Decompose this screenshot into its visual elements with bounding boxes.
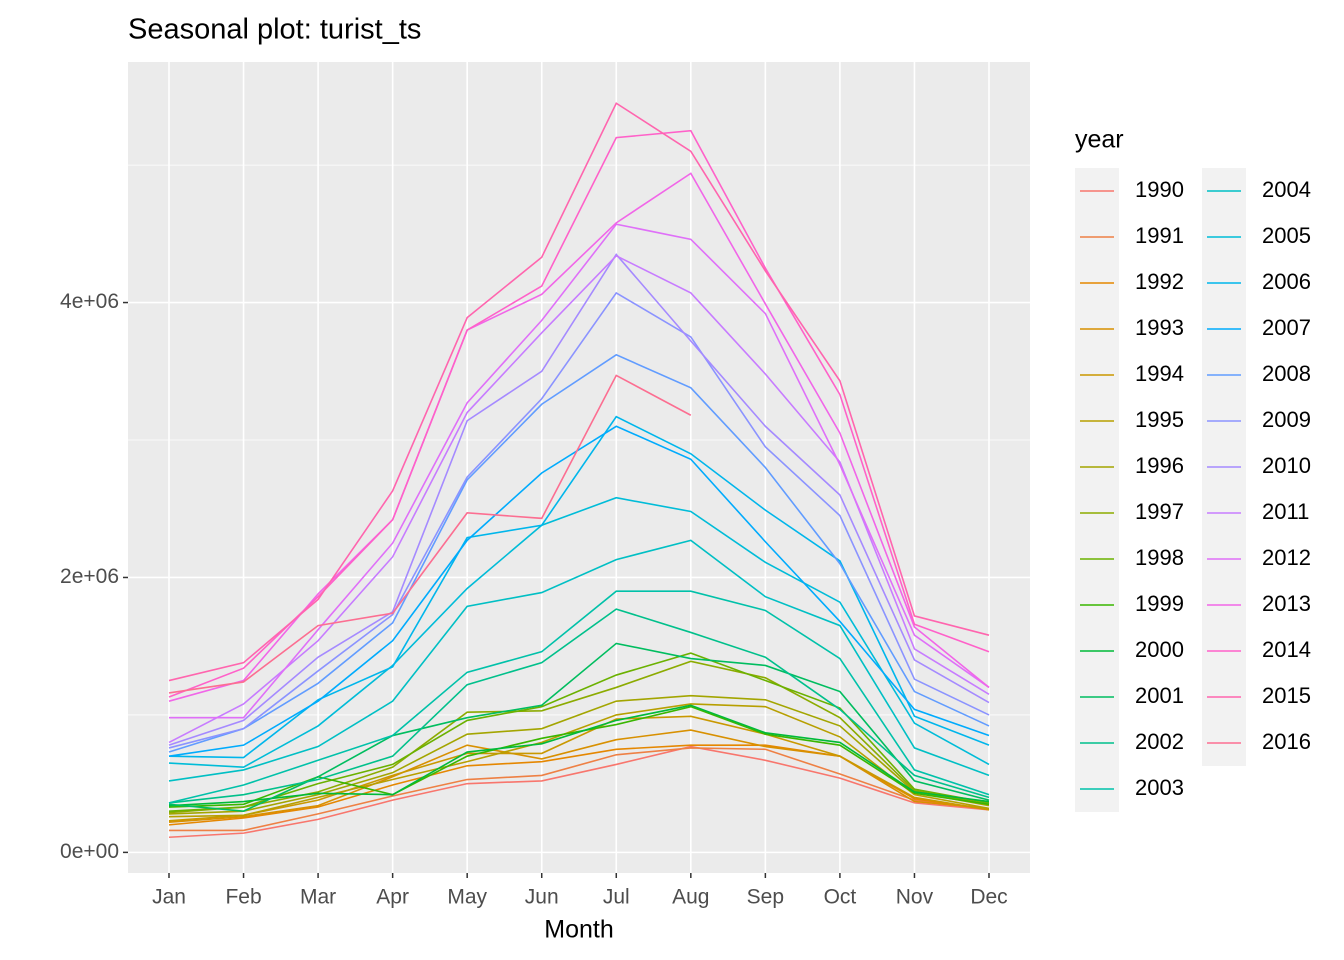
legend-label: 1994	[1135, 361, 1184, 386]
series-line	[168, 703, 990, 818]
x-tick-label: Jun	[525, 886, 559, 909]
legend-label: 2005	[1262, 223, 1311, 248]
series-line	[168, 715, 990, 822]
legend-label: 1993	[1135, 315, 1184, 340]
series-line	[169, 747, 990, 832]
series-line	[168, 652, 990, 812]
x-tick-label: May	[447, 886, 487, 909]
legend-label: 1995	[1135, 407, 1184, 432]
legend-label: 2000	[1135, 637, 1184, 662]
panel	[128, 62, 1030, 873]
x-tick-label: Apr	[376, 886, 409, 909]
series-line	[168, 425, 990, 757]
legend-label: 2003	[1135, 775, 1184, 800]
x-tick-label: Sep	[747, 886, 784, 909]
series-line	[168, 253, 990, 746]
legend-label: 2010	[1262, 453, 1311, 478]
y-tick-label: 4e+06	[60, 290, 119, 313]
x-tick-label: Aug	[672, 886, 709, 909]
legend-label: 2016	[1262, 729, 1311, 754]
series-line	[168, 374, 692, 694]
series-line	[168, 102, 990, 682]
legend-label: 2004	[1262, 177, 1311, 202]
series-line	[168, 539, 990, 782]
legend-label: 1996	[1135, 453, 1184, 478]
x-tick-label: Feb	[225, 886, 261, 909]
x-tick-label: Nov	[896, 886, 934, 909]
series-line	[168, 590, 990, 804]
series-line	[168, 129, 990, 698]
y-tick-label: 2e+06	[60, 565, 119, 588]
legend-label: 1997	[1135, 499, 1184, 524]
legend-label: 2006	[1262, 269, 1311, 294]
x-axis-title: Month	[544, 916, 613, 944]
y-tick-label: 0e+00	[60, 840, 119, 863]
legend-label: 1990	[1135, 177, 1184, 202]
legend-label: 2011	[1262, 499, 1309, 524]
chart-title: Seasonal plot: turist_ts	[128, 14, 421, 46]
legend-label: 2013	[1262, 591, 1311, 616]
series-line	[169, 223, 990, 719]
series-line	[168, 608, 990, 804]
series-line	[168, 745, 990, 839]
legend-label: 1999	[1135, 591, 1184, 616]
legend-label: 2002	[1135, 729, 1184, 754]
legend-label: 2014	[1262, 637, 1311, 662]
legend-label: 2008	[1262, 361, 1311, 386]
series-line	[168, 353, 990, 753]
legend-label: 1992	[1135, 269, 1184, 294]
series-line	[168, 496, 990, 768]
series-line	[168, 694, 990, 815]
x-tick-label: Dec	[970, 886, 1007, 909]
series-line	[168, 291, 990, 749]
legend-title: year	[1075, 126, 1124, 154]
x-tick-label: Jan	[152, 886, 186, 909]
legend-label: 2012	[1262, 545, 1311, 570]
legend-label: 2001	[1135, 683, 1184, 708]
x-tick-label: Oct	[824, 886, 857, 909]
legend-label: 2015	[1262, 683, 1311, 708]
x-tick-label: Jul	[603, 886, 630, 909]
series-line	[168, 704, 990, 807]
legend-label: 1998	[1135, 545, 1184, 570]
legend-label: 2007	[1262, 315, 1311, 340]
legend-label: 1991	[1135, 223, 1184, 248]
legend-label: 2009	[1262, 407, 1311, 432]
x-tick-label: Mar	[300, 886, 336, 909]
